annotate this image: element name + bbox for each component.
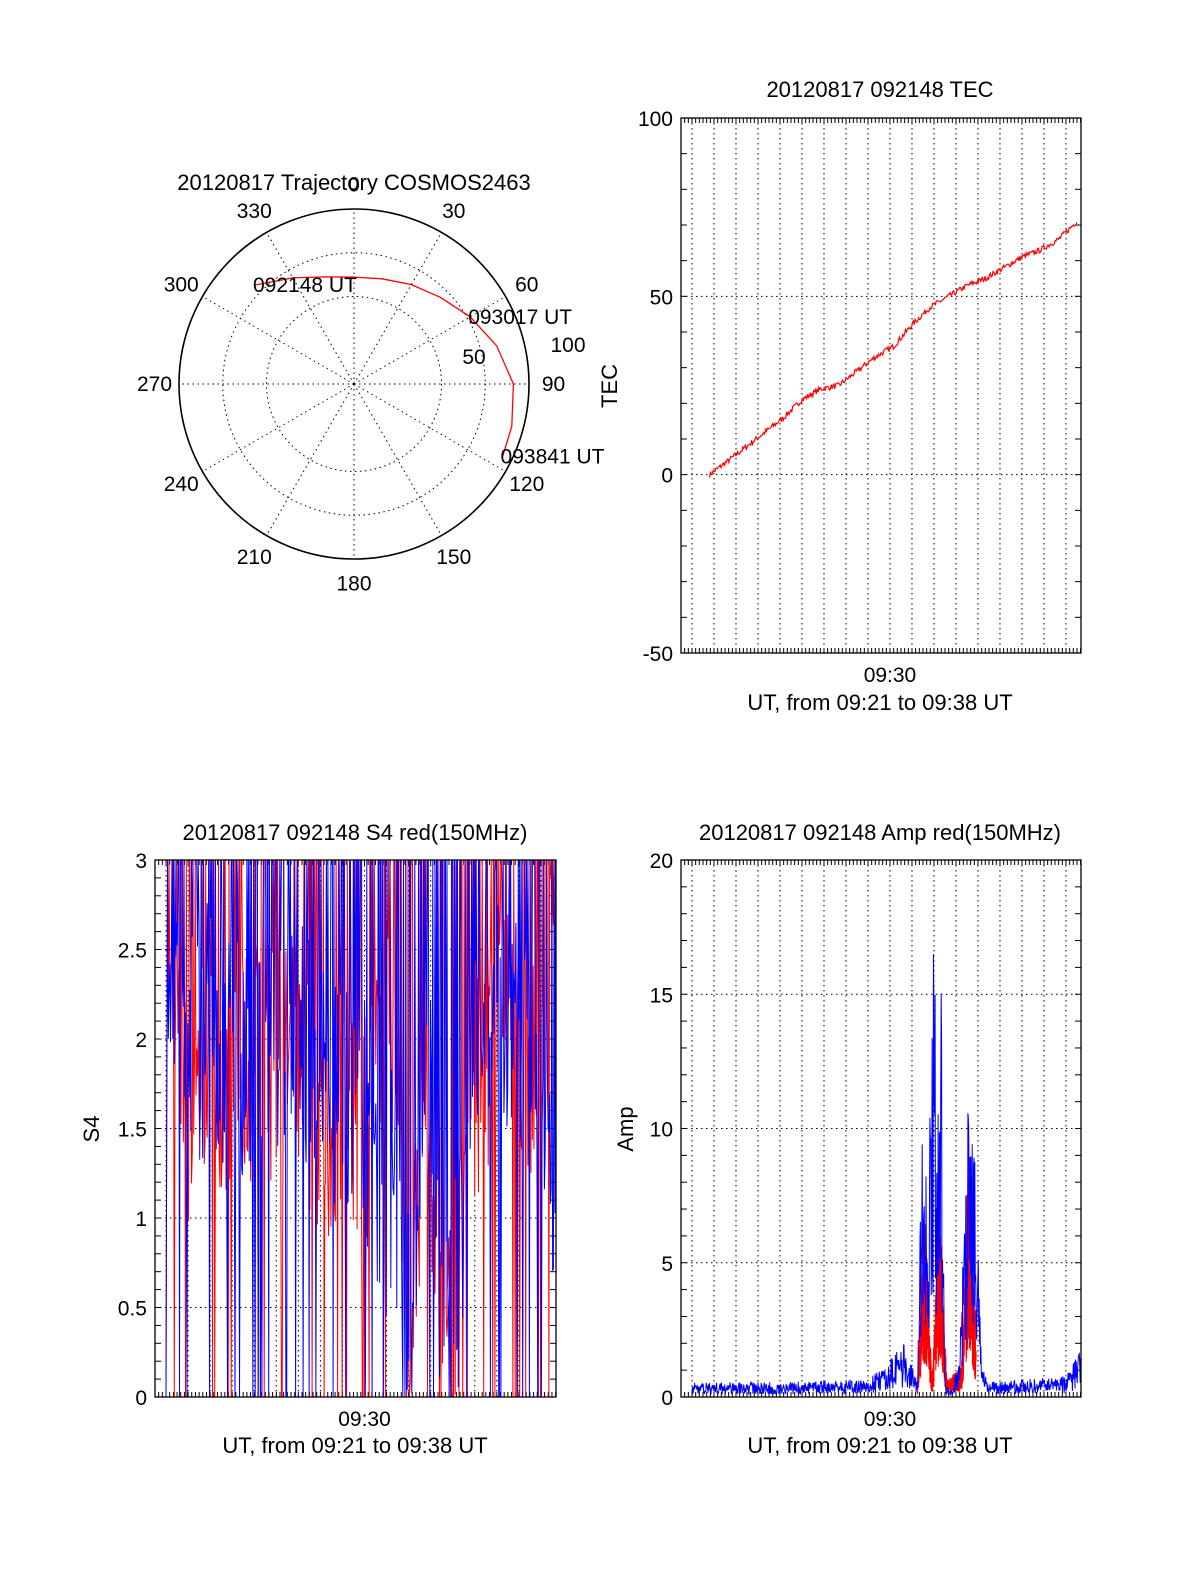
y-tick-label: 10: [650, 1119, 673, 1142]
amp-grid: [680, 859, 1082, 1398]
s4-tick-labels: 0 0.5 1 1.5 2 2.5 3 09:30: [118, 850, 391, 1431]
y-tick-label: -50: [643, 643, 673, 666]
time-annotation: 092148 UT: [253, 274, 357, 297]
azimuth-label: 270: [137, 373, 172, 396]
tec-x-axis-label: UT, from 09:21 to 09:38 UT: [747, 690, 1012, 715]
polar-spoke: [353, 383, 506, 472]
amp-tick-labels: 0 5 10 15 20 09:30: [650, 850, 917, 1431]
amp-plot-frame: [680, 859, 1082, 1398]
y-tick-label: 0: [135, 1387, 147, 1410]
azimuth-label: 240: [164, 473, 199, 496]
polar-spoke: [266, 383, 355, 536]
y-tick-label: 3: [135, 850, 147, 873]
y-tick-label: 20: [650, 850, 673, 873]
s4-plot-frame: [154, 859, 557, 1398]
trajectory-series: [254, 276, 515, 457]
azimuth-label: 0: [348, 174, 360, 197]
polar-spoke: [266, 232, 355, 385]
polar-spoke: [353, 296, 506, 385]
azimuth-label: 210: [237, 546, 272, 569]
tec-grid: [680, 117, 1082, 654]
x-tick-label: 09:30: [864, 1408, 917, 1431]
y-tick-label: 1.5: [118, 1119, 147, 1142]
polar-spoke: [202, 296, 355, 385]
tec-title: 20120817 092148 TEC: [766, 77, 993, 102]
trajectory-annotations: 092148 UT 093017 UT 093841 UT: [253, 274, 605, 468]
y-tick-label: 1: [135, 1208, 147, 1231]
polar-spoke: [353, 232, 442, 385]
s4-panel: 20120817 092148 S4 red(150MHz) 0 0.5 1 1.5 2…: [79, 820, 557, 1458]
trajectory-line: [254, 276, 515, 457]
tec-panel: 20120817 092148 TEC -50 0 50 100 09:30 UT, f…: [597, 77, 1082, 715]
azimuth-label: 90: [542, 373, 565, 396]
time-annotation: 093841 UT: [501, 445, 605, 468]
polar-spoke: [202, 383, 355, 472]
polar-ring: [266, 296, 442, 472]
y-tick-label: 0: [661, 465, 673, 488]
ring-label: 100: [550, 334, 585, 357]
tec-plot-frame: [680, 117, 1082, 654]
azimuth-labels: 0 30 60 90 120 150 180 210 240 270 300 330 50 100: [137, 174, 586, 596]
polar-spoke: [353, 383, 442, 536]
trajectory-title: 20120817 Trajectory COSMOS2463: [177, 170, 530, 195]
tec-y-axis-label: TEC: [597, 364, 622, 408]
azimuth-label: 300: [164, 273, 199, 296]
s4-x-axis-label: UT, from 09:21 to 09:38 UT: [222, 1433, 487, 1458]
amp-panel: 20120817 092148 Amp red(150MHz) 0 5 10 15 20…: [613, 820, 1082, 1458]
y-tick-label: 0.5: [118, 1298, 147, 1321]
amp-title: 20120817 092148 Amp red(150MHz): [699, 820, 1061, 845]
trajectory-panel: 20120817 Trajectory COSMOS2463 0 30 60 90 12…: [137, 170, 605, 596]
azimuth-label: 330: [237, 200, 272, 223]
x-tick-label: 09:30: [864, 664, 917, 687]
azimuth-label: 60: [515, 273, 538, 296]
polar-grid: [179, 209, 529, 559]
ring-label: 50: [462, 346, 485, 369]
tec-series: [709, 222, 1078, 478]
s4-title: 20120817 092148 S4 red(150MHz): [183, 820, 528, 845]
series-line: [709, 222, 1078, 478]
y-tick-label: 100: [638, 108, 673, 131]
series-line: [691, 954, 1082, 1396]
tec-tick-labels: -50 0 50 100 09:30: [638, 108, 916, 687]
y-tick-label: 0: [661, 1387, 673, 1410]
polar-frame: [178, 208, 530, 560]
y-tick-label: 15: [650, 984, 673, 1007]
azimuth-label: 30: [442, 200, 465, 223]
amp-y-axis-label: Amp: [613, 1106, 638, 1151]
s4-y-axis-label: S4: [79, 1116, 104, 1143]
y-tick-label: 50: [650, 286, 673, 309]
y-tick-label: 5: [661, 1253, 673, 1276]
x-tick-label: 09:30: [338, 1408, 391, 1431]
amp-x-axis-label: UT, from 09:21 to 09:38 UT: [747, 1433, 1012, 1458]
azimuth-label: 150: [436, 546, 471, 569]
time-annotation: 093017 UT: [468, 306, 572, 329]
y-tick-label: 2: [135, 1029, 147, 1052]
amp-series: [691, 954, 1082, 1396]
azimuth-label: 120: [509, 473, 544, 496]
y-tick-label: 2.5: [118, 940, 147, 963]
azimuth-label: 180: [336, 573, 371, 596]
